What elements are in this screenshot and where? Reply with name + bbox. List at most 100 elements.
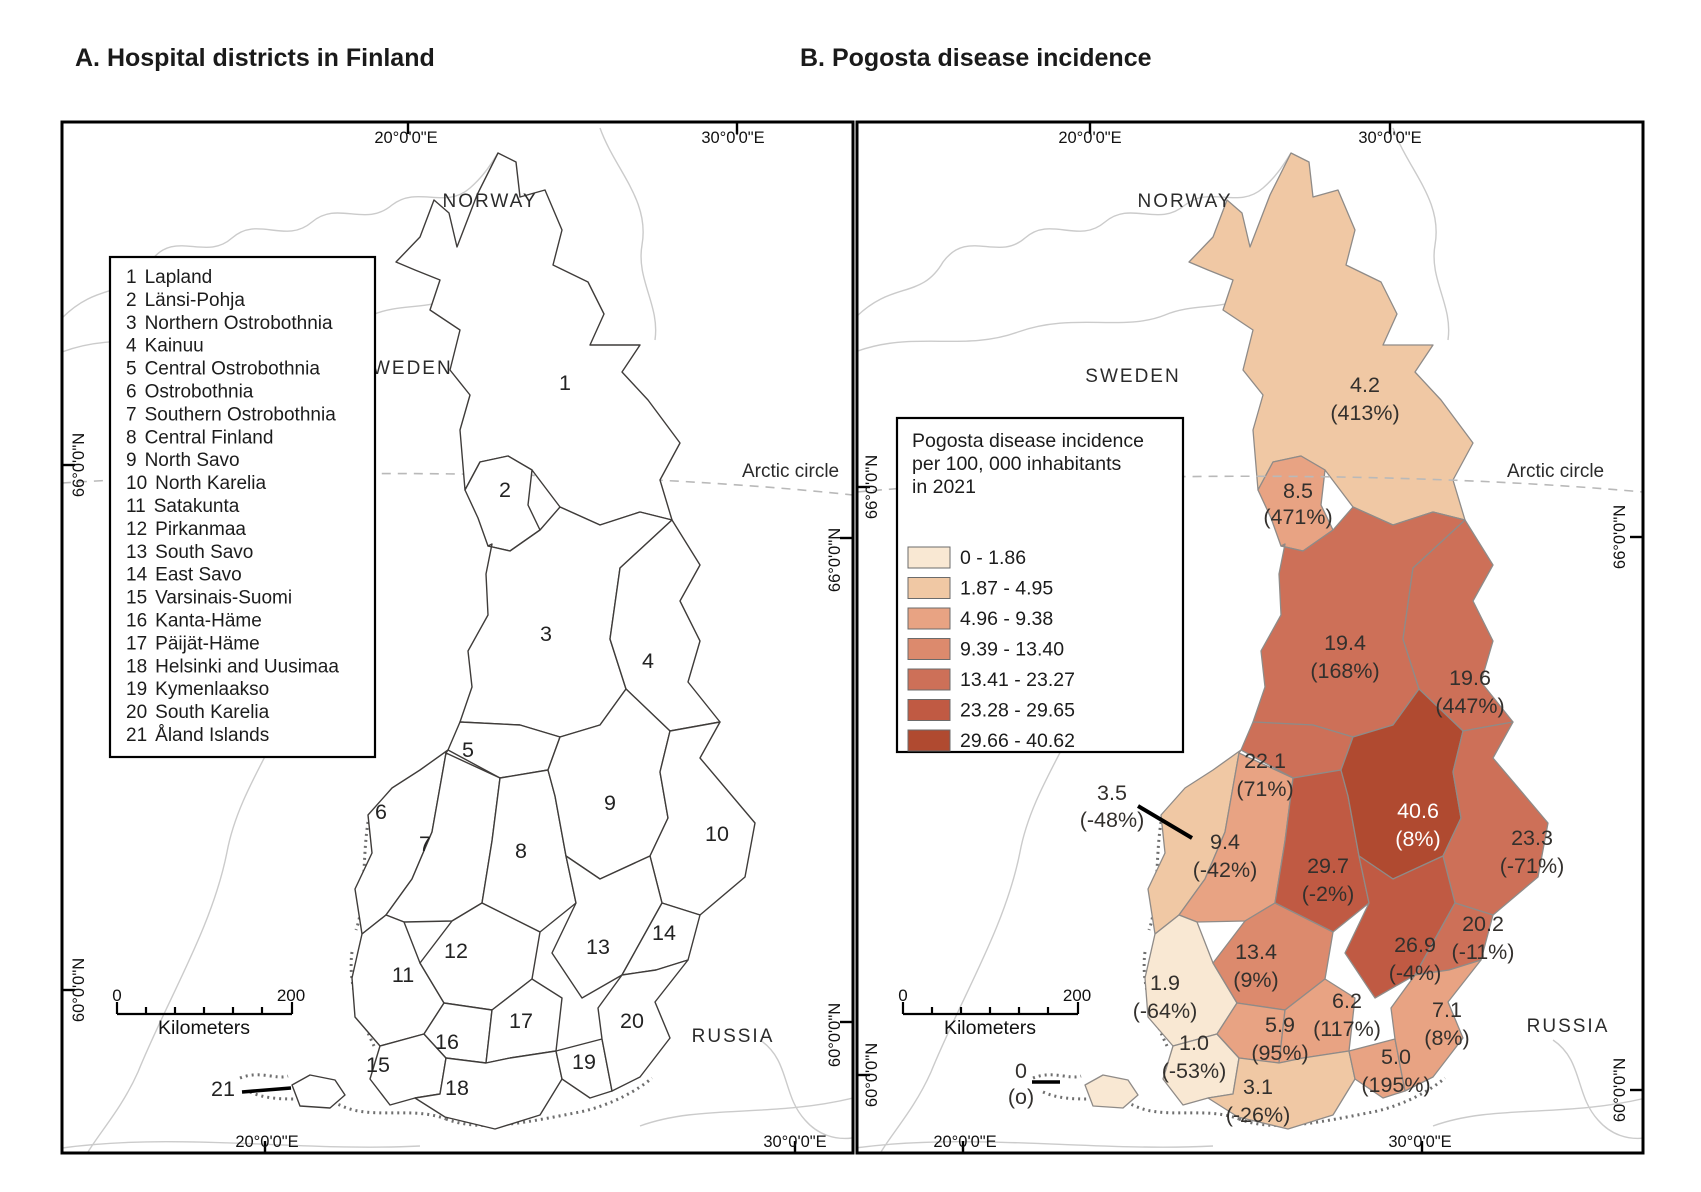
district-list-item-varsinais-suomi: 15 Varsinais-Suomi [126, 588, 292, 609]
scale-end-a: 200 [277, 986, 305, 1005]
district-list-box [108, 255, 377, 759]
district-pirkanmaa-number: 12 [444, 939, 468, 963]
lon-30e-bottom-b: 30°0'0"E [1388, 1133, 1451, 1151]
panel-b-map: 4.2 (413%) 8.5(471%) 19.4 (168%) 19.6 (447%) 22… [857, 123, 1643, 1153]
district-lapland-incidence-change: (413%) [1330, 401, 1399, 425]
district-ostrobothnia-incidence-value: 3.5 [1097, 781, 1127, 805]
legend-swatch-1 [907, 546, 951, 569]
district-kymenlaakso-incidence-value: 5.0 [1381, 1045, 1411, 1069]
legend-class-label-2: 1.87 - 4.95 [960, 578, 1053, 600]
district-list-item-northern-ostrobothnia: 3 Northern Ostrobothnia [126, 313, 333, 334]
district-list-item-pirkanmaa: 12 Pirkanmaa [126, 519, 246, 540]
district-south-karelia-incidence-change: (8%) [1424, 1026, 1469, 1050]
district-north-savo-incidence-value: 40.6 [1397, 799, 1439, 823]
district-east-savo-incidence-value: 20.2 [1462, 912, 1504, 936]
district-northern-ostrobothnia-number: 3 [540, 622, 552, 646]
scale-unit-a: Kilometers [158, 1017, 250, 1039]
norway-label-a: NORWAY [442, 191, 537, 212]
russia-label-a: RUSSIA [692, 1026, 775, 1047]
lon-30e-top-b: 30°0'0"E [1358, 129, 1421, 147]
legend-swatch-2 [907, 577, 951, 599]
lon-30e-top-a: 30°0'0"E [701, 129, 764, 147]
district-lansi-pohja-shape-b [1257, 455, 1334, 552]
district-list-item-north-savo: 9 North Savo [126, 450, 240, 471]
district-aland-islands-shape-b [1084, 1074, 1139, 1109]
district-aland-islands-shape-a [291, 1074, 346, 1109]
district-list-item-ostrobothnia: 6 Ostrobothnia [126, 382, 254, 403]
district-lapland-incidence-value: 4.2 [1350, 373, 1380, 397]
legend-class-label-3: 4.96 - 9.38 [960, 608, 1053, 630]
scale-start-a: 0 [112, 986, 121, 1005]
district-north-karelia-number: 10 [705, 822, 729, 846]
district-varsinais-suomi-number: 15 [366, 1053, 390, 1077]
district-north-savo-incidence-change: (8%) [1395, 827, 1440, 851]
district-varsinais-suomi-incidence-change: (-53%) [1162, 1059, 1227, 1083]
legend-class-label-4: 9.39 - 13.40 [960, 639, 1064, 661]
district-varsinais-suomi-incidence-value: 1.0 [1179, 1031, 1209, 1055]
lat-66n-left-b: 66°0'0"N [863, 455, 881, 519]
arctic-circle-label-a: Arctic circle [742, 461, 839, 482]
district-central-finland-incidence-change: (-2%) [1302, 882, 1355, 906]
district-list-item-east-savo: 14 East Savo [126, 565, 242, 586]
norway-label-b: NORWAY [1137, 191, 1232, 212]
lon-20e-top-b: 20°0'0"E [1058, 129, 1121, 147]
district-list-item-central-finland: 8 Central Finland [126, 427, 273, 448]
arctic-circle-line-b [857, 475, 1643, 493]
scale-start-b: 0 [898, 986, 907, 1005]
aland-leader-line-a [241, 1086, 292, 1094]
district-lansi-pohja-incidence-change: (471%) [1263, 505, 1332, 529]
sweden-label-b: SWEDEN [1085, 366, 1180, 387]
district-northern-ostrobothnia-incidence-change: (168%) [1310, 659, 1379, 683]
district-lansi-pohja-incidence-value: 8.5 [1283, 479, 1313, 503]
lat-66n-left-a: 66°0'0"N [70, 433, 88, 497]
ostrobothnia-leader-line-b [1136, 804, 1194, 840]
district-central-ostrobothnia-incidence-change: (71%) [1236, 777, 1293, 801]
district-south-savo-incidence-change: (-4%) [1389, 961, 1442, 985]
district-list-item-kainuu: 4 Kainuu [126, 336, 204, 357]
panel-b-title: B. Pogosta disease incidence [800, 44, 1152, 72]
lat-60n-left-a: 60°0'0"N [70, 958, 88, 1022]
district-helsinki-and-uusimaa-incidence-change: (-26%) [1226, 1103, 1291, 1127]
district-kanta-hame-incidence-change: (95%) [1251, 1041, 1308, 1065]
district-south-karelia-number: 20 [620, 1009, 644, 1033]
district-lapland-shape-a [395, 152, 681, 526]
district-southern-ostrobothnia-number: 7 [419, 832, 431, 856]
legend-swatch-3 [907, 607, 951, 630]
panel-a-title: A. Hospital districts in Finland [75, 44, 435, 72]
district-list-item-south-savo: 13 South Savo [126, 542, 253, 563]
lon-30e-bottom-a: 30°0'0"E [763, 1133, 826, 1151]
district-east-savo-incidence-change: (-11%) [1452, 940, 1515, 964]
district-helsinki-and-uusimaa-incidence-value: 3.1 [1243, 1075, 1273, 1099]
legend-class-label-7: 29.66 - 40.62 [960, 730, 1075, 752]
lat-60n-left-b: 60°0'0"N [863, 1043, 881, 1107]
district-pirkanmaa-incidence-change: (9%) [1233, 968, 1278, 992]
district-list-item-paijat-hame: 17 Päijät-Häme [126, 633, 260, 654]
district-central-ostrobothnia-incidence-value: 22.1 [1244, 749, 1286, 773]
district-ostrobothnia-number: 6 [375, 800, 387, 824]
district-central-finland-incidence-value: 29.7 [1307, 854, 1349, 878]
district-kainuu-incidence-value: 19.6 [1449, 666, 1491, 690]
panel-b-frame [855, 120, 1645, 1155]
district-north-savo-number: 9 [604, 791, 616, 815]
scale-unit-b: Kilometers [944, 1017, 1036, 1039]
district-paijat-hame-incidence-value: 6.2 [1332, 989, 1362, 1013]
incidence-labels-b: 4.2 (413%) 8.5(471%) 19.4 (168%) 19.6 (447%) 22… [1008, 373, 1564, 1127]
district-list-item-satakunta: 11 Satakunta [126, 496, 240, 517]
district-central-ostrobothnia-number: 5 [462, 738, 474, 762]
district-list-item-south-karelia: 20 South Karelia [126, 702, 270, 723]
district-southern-ostrobothnia-incidence-value: 9.4 [1210, 830, 1240, 854]
district-list-item-lapland: 1 Lapland [126, 267, 212, 288]
district-lansi-pohja-number: 2 [499, 478, 511, 502]
lat-66n-right-a: 66°0'0"N [826, 528, 844, 592]
district-south-karelia-incidence-value: 7.1 [1432, 998, 1462, 1022]
district-aland-islands-number: 21 [211, 1077, 235, 1101]
district-north-karelia-incidence-change: (-71%) [1500, 854, 1565, 878]
district-list-item-lansi-pohja: 2 Länsi-Pohja [126, 290, 245, 311]
district-satakunta-incidence-change: (-64%) [1133, 999, 1198, 1023]
lon-20e-bottom-b: 20°0'0"E [933, 1133, 996, 1151]
grid-ticks-a [63, 123, 852, 1152]
district-kanta-hame-incidence-value: 5.9 [1265, 1013, 1295, 1037]
district-satakunta-incidence-value: 1.9 [1150, 971, 1180, 995]
